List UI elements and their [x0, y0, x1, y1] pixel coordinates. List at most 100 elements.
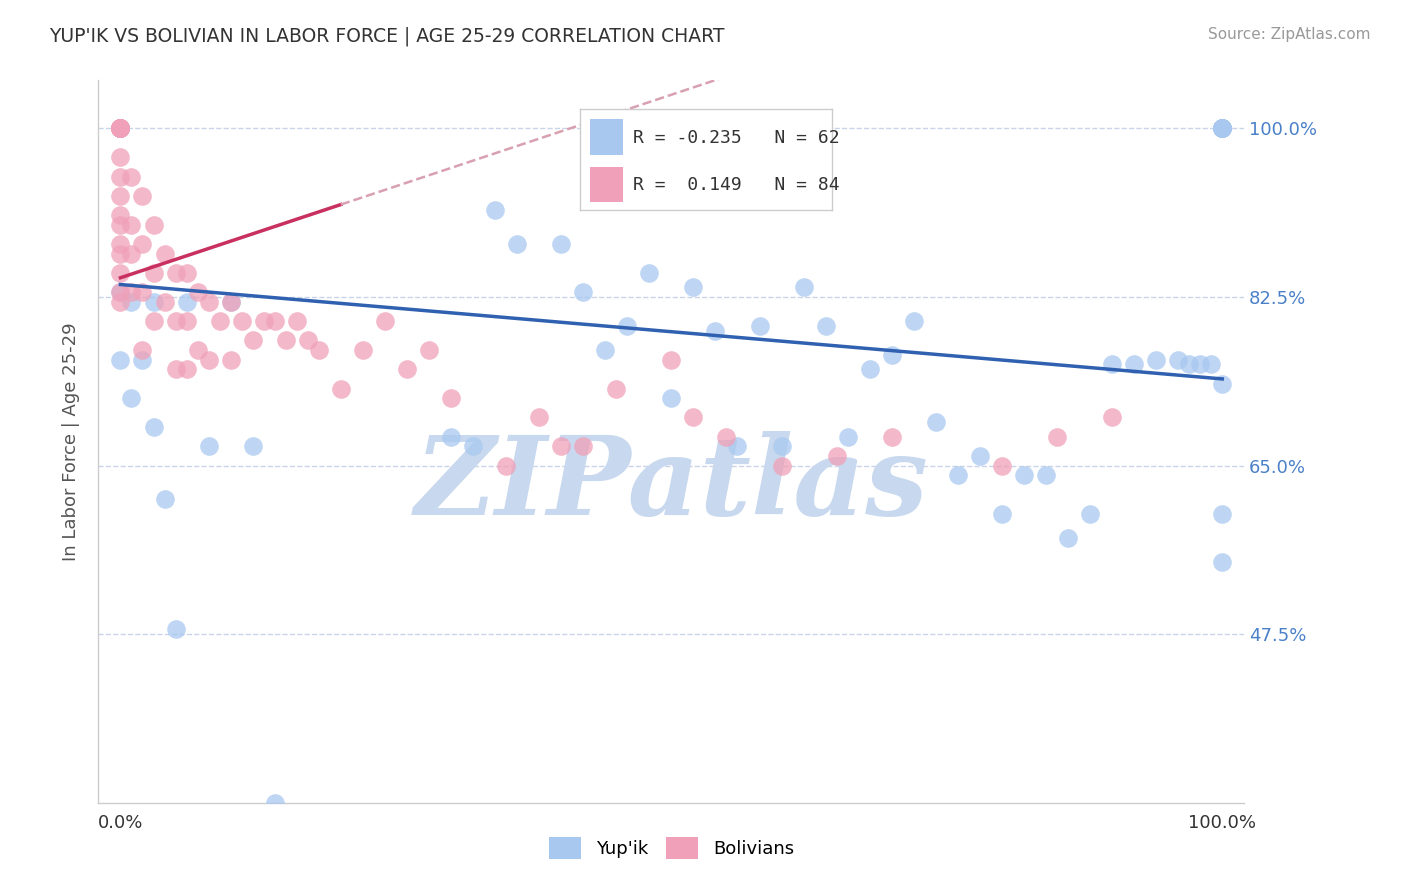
Legend: Yup'ik, Bolivians: Yup'ik, Bolivians — [541, 830, 801, 866]
Point — [110, 121, 132, 136]
Point — [187, 343, 209, 357]
Point — [242, 439, 264, 453]
Point — [121, 391, 143, 405]
Point — [219, 294, 242, 309]
Point — [110, 285, 132, 300]
Point — [716, 430, 738, 444]
Point — [110, 121, 132, 136]
Point — [527, 410, 550, 425]
Point — [991, 458, 1014, 473]
Point — [131, 285, 153, 300]
Point — [682, 280, 704, 294]
Point — [638, 266, 661, 280]
Point — [880, 430, 903, 444]
Point — [1211, 121, 1233, 136]
Point — [142, 294, 165, 309]
Bar — [589, 167, 623, 202]
Point — [748, 318, 770, 333]
Point — [263, 314, 285, 328]
Point — [110, 121, 132, 136]
Point — [110, 121, 132, 136]
Point — [142, 218, 165, 232]
Text: YUP'IK VS BOLIVIAN IN LABOR FORCE | AGE 25-29 CORRELATION CHART: YUP'IK VS BOLIVIAN IN LABOR FORCE | AGE … — [49, 27, 724, 46]
Point — [1211, 121, 1233, 136]
Point — [352, 343, 374, 357]
Point — [253, 314, 276, 328]
Point — [572, 285, 595, 300]
Point — [1211, 507, 1233, 521]
Point — [110, 294, 132, 309]
Point — [110, 237, 132, 252]
Point — [274, 334, 297, 348]
Point — [1057, 531, 1080, 545]
Point — [859, 362, 882, 376]
Point — [110, 285, 132, 300]
Point — [1189, 358, 1212, 372]
Point — [770, 458, 793, 473]
Point — [110, 121, 132, 136]
Point — [165, 623, 187, 637]
Point — [110, 189, 132, 203]
Point — [1012, 468, 1035, 483]
Point — [1211, 121, 1233, 136]
Point — [484, 203, 506, 218]
Point — [605, 382, 627, 396]
Point — [1144, 352, 1167, 367]
Point — [165, 266, 187, 280]
Point — [242, 334, 264, 348]
Point — [110, 121, 132, 136]
Point — [440, 391, 463, 405]
Point — [1035, 468, 1057, 483]
Point — [440, 430, 463, 444]
Point — [461, 439, 484, 453]
Point — [1078, 507, 1101, 521]
Text: Source: ZipAtlas.com: Source: ZipAtlas.com — [1208, 27, 1371, 42]
Point — [1211, 121, 1233, 136]
Point — [153, 294, 176, 309]
Point — [219, 294, 242, 309]
Point — [176, 362, 198, 376]
Point — [110, 121, 132, 136]
Point — [110, 266, 132, 280]
Point — [187, 285, 209, 300]
Point — [925, 415, 948, 429]
Point — [814, 318, 837, 333]
Point — [506, 237, 529, 252]
Point — [1101, 410, 1123, 425]
Point — [1123, 358, 1146, 372]
Point — [110, 352, 132, 367]
Point — [142, 266, 165, 280]
Point — [903, 314, 925, 328]
Point — [308, 343, 330, 357]
Point — [285, 314, 308, 328]
Point — [110, 121, 132, 136]
Point — [1211, 121, 1233, 136]
Text: ZIPatlas: ZIPatlas — [415, 431, 928, 539]
Point — [110, 121, 132, 136]
Point — [837, 430, 859, 444]
Point — [110, 121, 132, 136]
Point — [131, 237, 153, 252]
Point — [110, 121, 132, 136]
Point — [110, 121, 132, 136]
Point — [131, 343, 153, 357]
Point — [208, 314, 231, 328]
Point — [110, 121, 132, 136]
Point — [121, 285, 143, 300]
Point — [176, 294, 198, 309]
Point — [131, 352, 153, 367]
Point — [495, 458, 517, 473]
Point — [110, 150, 132, 164]
Point — [219, 352, 242, 367]
Point — [110, 121, 132, 136]
Y-axis label: In Labor Force | Age 25-29: In Labor Force | Age 25-29 — [62, 322, 80, 561]
Point — [110, 121, 132, 136]
Point — [593, 343, 616, 357]
Point — [165, 314, 187, 328]
Point — [550, 439, 572, 453]
Point — [969, 449, 991, 463]
Point — [395, 362, 418, 376]
Point — [110, 169, 132, 184]
Point — [197, 439, 219, 453]
Point — [110, 121, 132, 136]
